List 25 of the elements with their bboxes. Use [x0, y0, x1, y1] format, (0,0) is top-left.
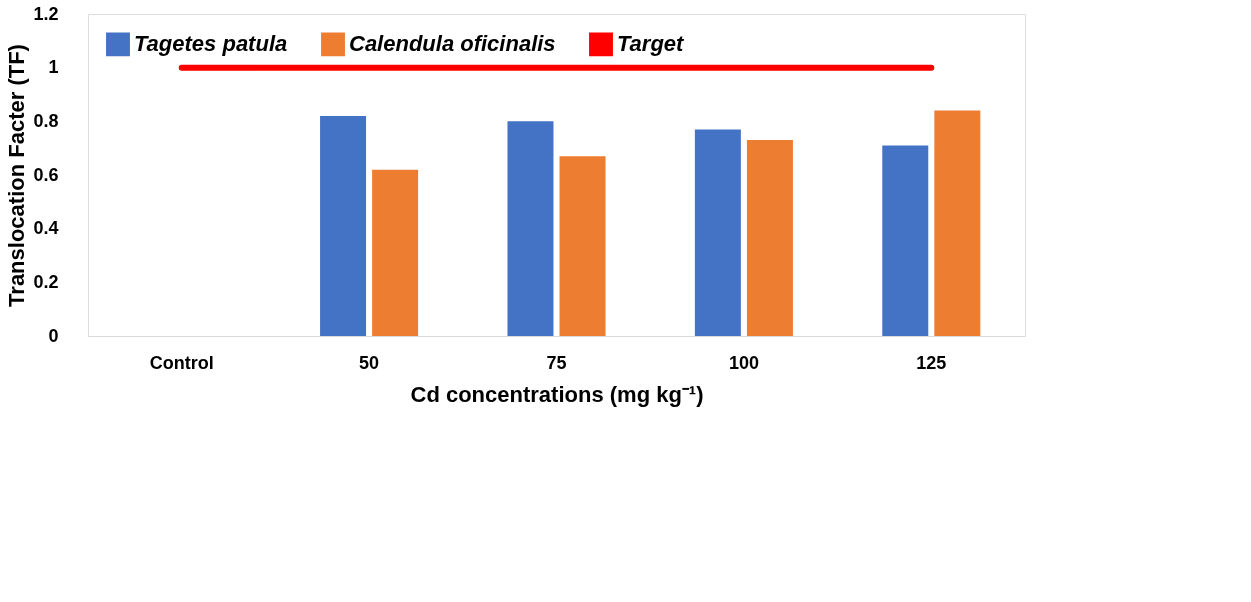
legend-label: Calendula oficinalis: [349, 31, 556, 57]
bar: [934, 110, 981, 336]
bar: [320, 115, 367, 336]
bar: [746, 140, 793, 336]
y-axis-title: Translocation Facter (TF): [4, 44, 30, 307]
y-tick-label: 0.8: [33, 110, 59, 131]
y-tick-label: 0: [48, 325, 59, 346]
y-tick-label: 0.6: [33, 164, 59, 185]
x-tick-label: Control: [149, 352, 214, 373]
bar: [372, 169, 419, 336]
x-tick-label: 75: [546, 352, 567, 373]
x-tick-label: 100: [728, 352, 759, 373]
bar: [882, 145, 929, 336]
y-tick-label: 0.2: [33, 271, 59, 292]
y-tick-label: 1: [48, 57, 59, 78]
legend-label: Target: [617, 31, 686, 57]
y-tick-label: 0.4: [33, 218, 59, 239]
y-tick-label: 1.2: [33, 3, 59, 24]
x-tick-label: 125: [916, 352, 947, 373]
bar: [694, 129, 741, 336]
legend-label: Tagetes patula: [134, 31, 288, 57]
x-axis-title: Cd concentrations (mg kg⁻¹): [410, 381, 704, 407]
x-tick-label: 50: [359, 352, 380, 373]
bar: [559, 156, 606, 336]
bar: [507, 121, 554, 336]
